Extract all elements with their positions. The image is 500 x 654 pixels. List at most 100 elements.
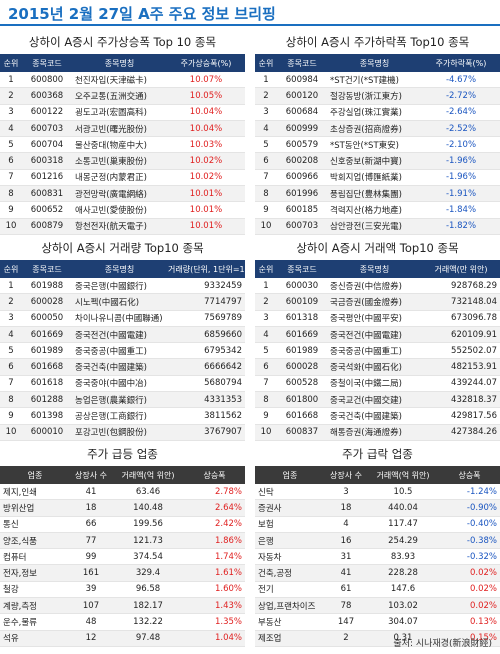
table-cell: 2	[0, 293, 22, 311]
table-cell: 600703	[277, 218, 327, 235]
table-cell: 31	[325, 548, 367, 566]
table-cell: 41	[325, 564, 367, 582]
table-cell: 1.74%	[184, 548, 245, 566]
table-cell: -1.96%	[422, 152, 500, 170]
table-cell: 107	[70, 597, 112, 615]
table-cell: 6795342	[167, 342, 245, 360]
table-cell: 1.60%	[184, 581, 245, 599]
table-cell: 중국석화(中國石化)	[327, 358, 422, 376]
table-cell: 부동산	[255, 613, 325, 631]
column-header: 업종	[255, 466, 325, 484]
table-cell: 6859660	[167, 326, 245, 344]
table-cell: 3	[0, 104, 22, 121]
header-row: 순위 종목코드 종목명칭 주가상승폭(%)	[0, 54, 245, 72]
table-cell: 600109	[277, 293, 327, 311]
table-cell: 600368	[22, 87, 72, 105]
header-row: 업종 상장사 수 거래액(억 위안) 상승폭	[0, 466, 245, 484]
table-cell: 10.01%	[167, 218, 245, 235]
table-cell: 7714797	[167, 293, 245, 311]
table-cell: 132.22	[112, 613, 184, 631]
table-cell: 0.02%	[439, 564, 500, 582]
table-cell: 시노펙(中國石化)	[72, 293, 167, 311]
data-table: 업종 상장사 수 거래액(억 위안) 상승폭 신탁 3 10.5 -1.24% 증권사 18 440…	[255, 466, 500, 647]
table-row: 6 600028 중국석화(中國石化) 482153.91	[255, 358, 500, 376]
table-heading: 상하이 A증시 거래액 Top10 종목	[296, 241, 459, 255]
table-cell: 굉도고과(宏圖高科)	[72, 104, 167, 121]
table-cell: 600703	[22, 120, 72, 138]
table-cell: 439244.07	[422, 375, 500, 393]
table-section: 주가 급락 업종 업종 상장사 수 거래액(억 위안) 상승폭 신탁 3 10.5 -1.24%…	[255, 442, 500, 647]
table-row: 9 601668 중국건축(中國建築) 429817.56	[255, 407, 500, 425]
table-row: 통신 66 199.56 2.42%	[0, 516, 245, 533]
table-cell: 620109.91	[422, 326, 500, 344]
table-cell: 7	[255, 375, 277, 393]
table-cell: 차이나유니콤(中國聯通)	[72, 310, 167, 327]
table-cell: 풍림집단(豊林集團)	[327, 185, 422, 203]
table-cell: 66	[70, 516, 112, 533]
table-cell: 1	[0, 72, 22, 89]
table-cell: 601288	[22, 391, 72, 409]
table-cell: 600120	[277, 87, 327, 105]
table-cell: 5	[0, 136, 22, 154]
column-header: 순위	[255, 260, 277, 278]
header-row: 순위 종목코드 종목명칭 거래액(만 위안)	[255, 260, 500, 278]
table-cell: 0.31	[367, 630, 439, 647]
column-header: 종목코드	[277, 260, 327, 278]
table-cell: 3	[255, 310, 277, 327]
table-cell: 0.02%	[439, 597, 500, 615]
table-cell: 600122	[22, 104, 72, 121]
table-cell: 601668	[277, 407, 327, 425]
table-cell: 10.02%	[167, 169, 245, 187]
table-row: 1 600800 천진자입(天津磁卡) 10.07%	[0, 72, 245, 89]
table-row: 1 600030 중신증권(中信證券) 928768.29	[255, 278, 500, 295]
table-cell: 18	[70, 499, 112, 517]
table-cell: 방위산업	[0, 499, 70, 517]
table-row: 철강 39 96.58 1.60%	[0, 581, 245, 599]
table-row: 5 601989 중국중공(中國重工) 6795342	[0, 342, 245, 360]
table-cell: -1.82%	[422, 218, 500, 235]
table-cell: 10.03%	[167, 136, 245, 154]
table-cell: 600652	[22, 201, 72, 219]
table-cell: 374.54	[112, 548, 184, 566]
table-cell: 5	[255, 136, 277, 154]
table-cell: 440.04	[367, 499, 439, 517]
table-cell: 601989	[22, 342, 72, 360]
table-cell: 국금증권(國金證券)	[327, 293, 422, 311]
table-cell: *ST동안(*ST東安)	[327, 136, 422, 154]
table-cell: 중국은행(中國銀行)	[72, 278, 167, 295]
table-row: 8 601996 풍림집단(豊林集團) -1.91%	[255, 185, 500, 203]
table-cell: 228.28	[367, 564, 439, 582]
table-cell: 2.42%	[184, 516, 245, 533]
table-cell: 83.93	[367, 548, 439, 566]
table-cell: 1.86%	[184, 532, 245, 550]
table-cell: -1.84%	[422, 201, 500, 219]
table-cell: 0.02%	[439, 581, 500, 599]
table-heading: 상하이 A증시 주가상승폭 Top 10 종목	[28, 35, 217, 49]
table-cell: 10	[255, 218, 277, 235]
table-row: 컴퓨터 99 374.54 1.74%	[0, 548, 245, 566]
column-header: 종목코드	[22, 54, 72, 72]
table-cell: 애사고빈(愛使股份)	[72, 201, 167, 219]
table-cell: 8	[0, 185, 22, 203]
table-cell: 4331353	[167, 391, 245, 409]
table-cell: -1.96%	[422, 169, 500, 187]
table-cell: 140.48	[112, 499, 184, 517]
table-cell: 중국중야(中國中冶)	[72, 375, 167, 393]
table-cell: 600050	[22, 310, 72, 327]
table-row: 5 601989 중국중공(中國重工) 552502.07	[255, 342, 500, 360]
table-cell: -4.67%	[422, 72, 500, 89]
table-cell: 컴퓨터	[0, 548, 70, 566]
table-cell: 10	[0, 424, 22, 441]
table-cell: 3	[255, 104, 277, 121]
table-cell: 광전망락(廣電網絡)	[72, 185, 167, 203]
table-cell: 1.61%	[184, 564, 245, 582]
table-cell: 소통고빈(巢東股份)	[72, 152, 167, 170]
table-row: 10 600879 항천전자(航天電子) 10.01%	[0, 218, 245, 235]
header-row: 업종 상장사 수 거래액(억 위안) 상승폭	[255, 466, 500, 484]
table-cell: 전자,정보	[0, 564, 70, 582]
table-cell: 63.46	[112, 484, 184, 501]
page-title: 2015년 2월 27일 A주 주요 정보 브리핑	[8, 5, 276, 23]
table-cell: 은행	[255, 532, 325, 550]
table-cell: -2.52%	[422, 120, 500, 138]
